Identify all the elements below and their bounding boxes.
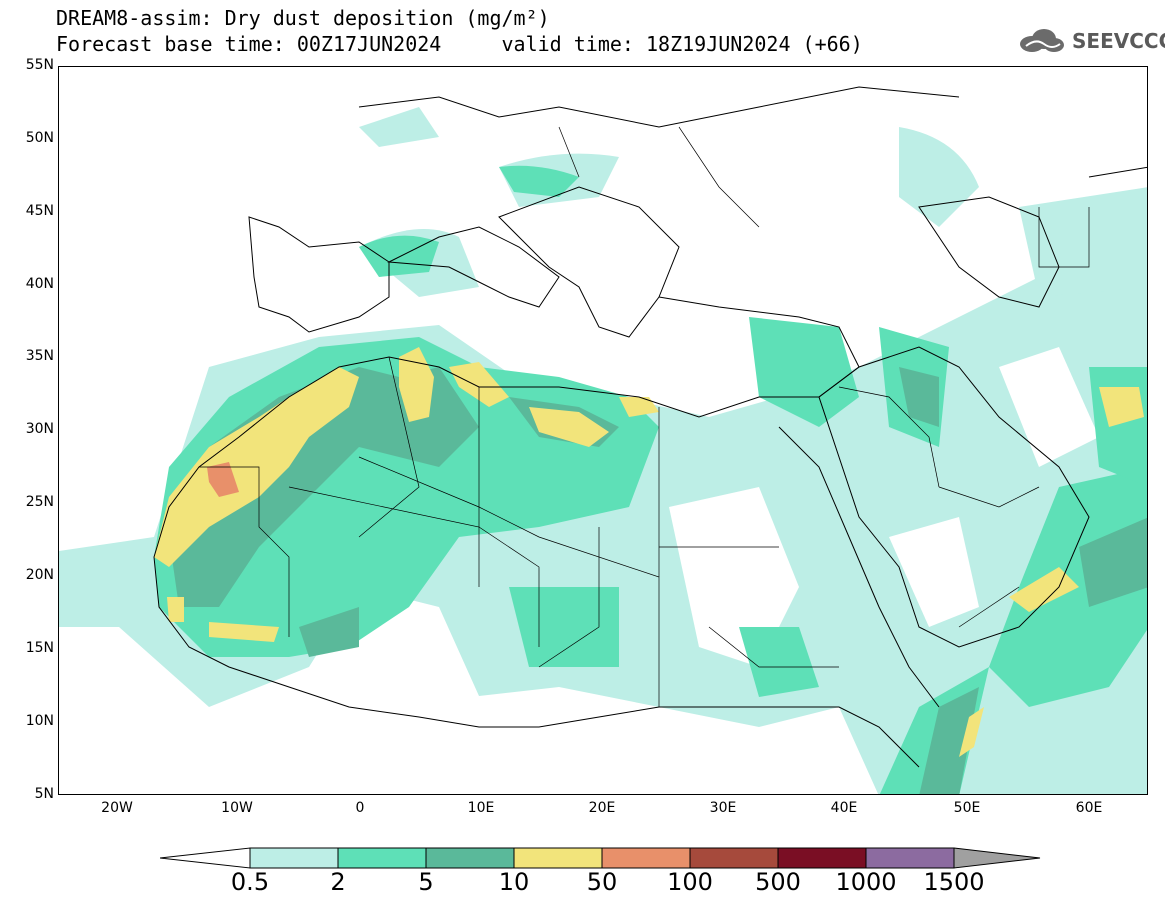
lon-label: 60E bbox=[1075, 800, 1103, 816]
colorbar-label: 50 bbox=[586, 868, 618, 896]
colorbar-label: 1000 bbox=[835, 868, 897, 896]
lat-label: 10N bbox=[25, 713, 54, 729]
colorbar-label: 100 bbox=[667, 868, 713, 896]
lon-label: 40E bbox=[830, 800, 858, 816]
colorbar-label: 10 bbox=[498, 868, 530, 896]
colorbar-label: 500 bbox=[755, 868, 801, 896]
colorbar-segment bbox=[249, 847, 339, 869]
lon-label: 30E bbox=[709, 800, 737, 816]
colorbar-segment bbox=[689, 847, 779, 869]
lat-label: 5N bbox=[34, 786, 54, 802]
colorbar-segment bbox=[425, 847, 515, 869]
logo-text: SEEVCCC bbox=[1072, 29, 1165, 53]
lat-label: 15N bbox=[25, 640, 54, 656]
lon-label: 20W bbox=[101, 800, 133, 816]
colorbar-label: 5 bbox=[418, 868, 434, 896]
lon-label: 50E bbox=[953, 800, 981, 816]
lon-label: 10W bbox=[221, 800, 253, 816]
colorbar-label: 2 bbox=[330, 868, 346, 896]
seevccc-logo: SEEVCCC bbox=[1016, 26, 1165, 56]
map-area bbox=[58, 66, 1148, 795]
colorbar-segment bbox=[865, 847, 955, 869]
colorbar-label: 0.5 bbox=[230, 868, 270, 896]
dust-deposition-map bbox=[59, 86, 1147, 794]
colorbar bbox=[160, 847, 1041, 869]
colorbar-segment bbox=[777, 847, 867, 869]
lat-label: 50N bbox=[25, 130, 54, 146]
lat-label: 30N bbox=[25, 421, 54, 437]
lon-label: 0 bbox=[355, 800, 365, 816]
lat-label: 25N bbox=[25, 494, 54, 510]
lon-label: 20E bbox=[588, 800, 616, 816]
colorbar-segment bbox=[513, 847, 603, 869]
forecast-times: Forecast base time: 00Z17JUN2024 valid t… bbox=[56, 32, 863, 56]
lat-label: 35N bbox=[25, 348, 54, 364]
colorbar-over-arrow bbox=[953, 847, 1041, 869]
map-title: DREAM8-assim: Dry dust deposition (mg/m²… bbox=[56, 6, 550, 30]
colorbar-segment bbox=[601, 847, 691, 869]
colorbar-label: 1500 bbox=[923, 868, 985, 896]
deposition-level-extreme bbox=[207, 462, 239, 497]
lat-label: 40N bbox=[25, 276, 54, 292]
lat-label: 55N bbox=[25, 57, 54, 73]
lat-label: 20N bbox=[25, 567, 54, 583]
colorbar-segment bbox=[337, 847, 427, 869]
lon-label: 10E bbox=[467, 800, 495, 816]
country-borders bbox=[199, 126, 1090, 707]
colorbar-under-arrow bbox=[160, 847, 251, 869]
lat-label: 45N bbox=[25, 203, 54, 219]
cloud-icon bbox=[1020, 29, 1064, 52]
coastlines bbox=[153, 86, 1147, 768]
